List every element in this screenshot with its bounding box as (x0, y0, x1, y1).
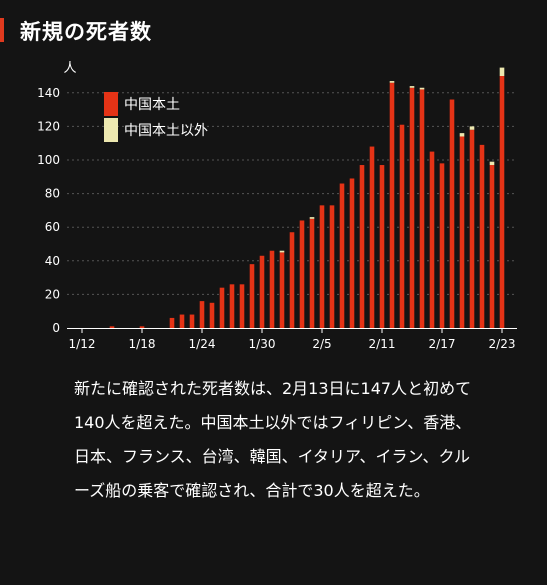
y-tick-label: 60 (45, 220, 60, 234)
bar-mainland (249, 264, 255, 328)
bar-mainland (139, 326, 145, 328)
bar-mainland (339, 183, 345, 328)
y-tick-label: 0 (52, 321, 60, 335)
y-tick-label: 80 (45, 187, 60, 201)
bar-mainland (449, 99, 455, 328)
bar-mainland (379, 165, 385, 328)
bar-mainland (279, 252, 285, 328)
bar-outside-mainland (409, 86, 415, 88)
y-tick-label: 20 (45, 287, 60, 301)
bar-outside-mainland (419, 87, 425, 90)
bar-outside-mainland (469, 126, 475, 130)
page-title: 新規の死者数 (20, 20, 152, 44)
bar-mainland (389, 82, 395, 328)
bar-outside-mainland (459, 133, 465, 137)
y-tick-label: 140 (37, 86, 60, 100)
bar-mainland (359, 165, 365, 328)
bar-mainland (489, 165, 495, 328)
x-tick-label: 2/23 (489, 337, 516, 351)
bar-mainland (419, 89, 425, 328)
bar-mainland (289, 232, 295, 328)
bar-mainland (459, 136, 465, 328)
bar-mainland (349, 178, 355, 328)
bar-mainland (179, 314, 185, 328)
x-tick-label: 1/24 (189, 337, 216, 351)
bar-outside-mainland (279, 250, 285, 253)
bar-mainland (409, 87, 415, 328)
bar-mainland (329, 205, 335, 328)
legend-label-mainland: 中国本土 (124, 97, 180, 113)
bar-mainland (369, 146, 375, 328)
legend-swatch-mainland (104, 92, 118, 116)
y-axis-label: 人 (63, 61, 76, 76)
bar-mainland (209, 302, 215, 328)
bar-mainland (479, 144, 485, 328)
x-tick-label: 1/30 (249, 337, 276, 351)
bar-mainland (319, 205, 325, 328)
bar-mainland (429, 151, 435, 328)
x-tick-label: 2/5 (312, 337, 331, 351)
bar-mainland (169, 317, 175, 328)
bar-mainland (309, 218, 315, 328)
bar-outside-mainland (309, 217, 315, 219)
x-tick-label: 2/11 (369, 337, 396, 351)
y-tick-label: 40 (45, 254, 60, 268)
x-tick-label: 2/17 (429, 337, 456, 351)
death-count-chart: 0 20 40 60 80 100 120 140人 1/12 1/18 1/24 1/30 2/5 2/… (37, 61, 517, 351)
y-tick-label: 100 (37, 153, 60, 167)
bar-mainland (269, 250, 275, 328)
bar-mainland (189, 314, 195, 328)
bar-outside-mainland (389, 81, 395, 83)
x-tick-label: 1/12 (69, 337, 96, 351)
bar-mainland (109, 326, 115, 328)
bar-outside-mainland (489, 161, 495, 166)
bar-mainland (439, 163, 445, 328)
bar-mainland (469, 129, 475, 328)
legend-label-outside: 中国本土以外 (124, 123, 208, 139)
y-tick-label: 120 (37, 119, 60, 133)
bar-mainland (499, 76, 505, 328)
bar-mainland (259, 255, 265, 328)
bar-mainland (299, 220, 305, 328)
bar-outside-mainland (499, 67, 505, 76)
legend-swatch-outside (104, 118, 118, 142)
bar-mainland (199, 301, 205, 328)
bar-mainland (219, 287, 225, 328)
bar-mainland (229, 284, 235, 328)
bar-mainland (239, 284, 245, 328)
x-tick-label: 1/18 (129, 337, 156, 351)
title-accent-bar (0, 18, 4, 42)
chart-caption: 新たに確認された死者数は、2月13日に147人と初めて140人を超えた。中国本土… (74, 379, 472, 500)
bar-mainland (399, 124, 405, 328)
